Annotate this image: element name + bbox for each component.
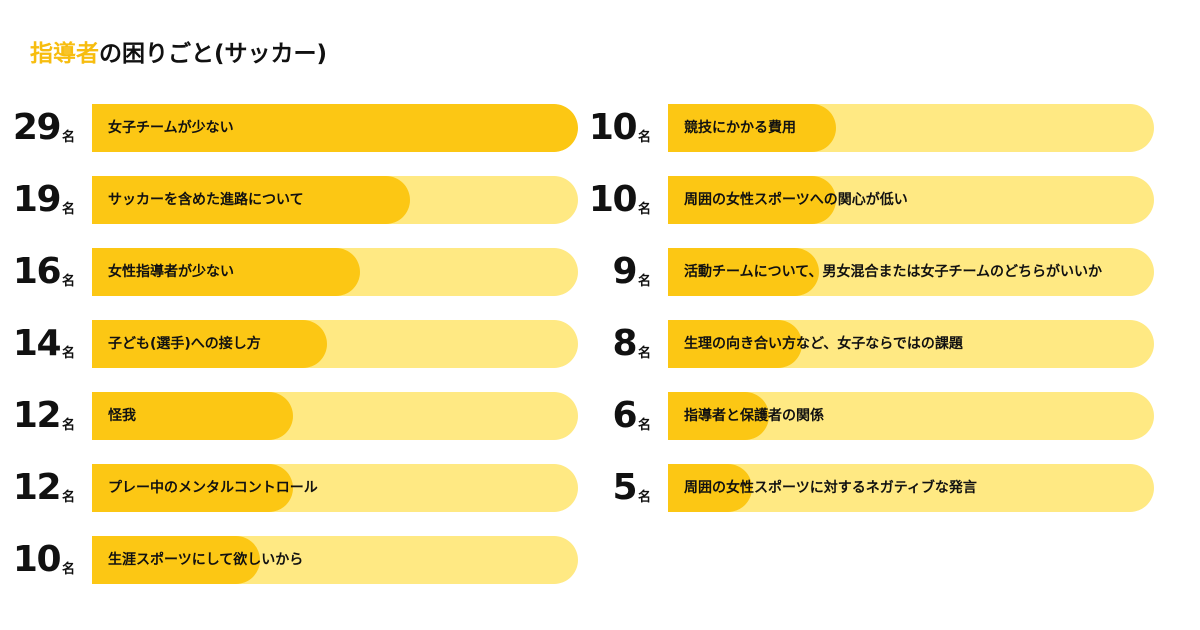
bar-unit: 名: [62, 274, 76, 289]
bar-row: 5 名 周囲の女性スポーツに対するネガティブな発言: [576, 464, 1154, 512]
bar-label: 指導者と保護者の関係: [684, 408, 824, 424]
bar-label: 女子チームが少ない: [108, 120, 234, 136]
bar-value: 8: [612, 323, 637, 364]
bar: [92, 392, 293, 440]
bar-label: 周囲の女性スポーツに対するネガティブな発言: [684, 480, 977, 496]
bar-unit: 名: [62, 490, 76, 505]
bar-label: 生理の向き合い方など、女子ならではの課題: [684, 336, 963, 352]
bar-row: 10 名 周囲の女性スポーツへの関心が低い: [576, 176, 1154, 224]
bar: [92, 536, 260, 584]
bar-label: プレー中のメンタルコントロール: [108, 480, 318, 496]
chart-title-accent: 指導者: [30, 41, 99, 67]
bar-track: 女子チームが少ない: [92, 104, 578, 152]
bar-track: 指導者と保護者の関係: [668, 392, 1154, 440]
bar: [92, 176, 410, 224]
chart-title-rest: の困りごと(サッカー): [99, 41, 328, 67]
bar-track: 競技にかかる費用: [668, 104, 1154, 152]
bar-label: 怪我: [108, 408, 136, 424]
bar-row: 12 名 プレー中のメンタルコントロール: [0, 464, 578, 512]
bar-track: 周囲の女性スポーツへの関心が低い: [668, 176, 1154, 224]
bar-label: 周囲の女性スポーツへの関心が低い: [684, 192, 908, 208]
bar-value: 12: [12, 395, 62, 436]
bar-value: 12: [12, 467, 62, 508]
bar: [668, 392, 769, 440]
chart-title: 指導者の困りごと(サッカー): [30, 34, 327, 68]
bar-track: プレー中のメンタルコントロール: [92, 464, 578, 512]
bar-track: 周囲の女性スポーツに対するネガティブな発言: [668, 464, 1154, 512]
bar-value: 10: [12, 539, 62, 580]
bar-row: 16 名 女性指導者が少ない: [0, 248, 578, 296]
bar-label: 活動チームについて、男女混合または女子チームのどちらがいいか: [684, 264, 1103, 280]
bar-track: 生涯スポーツにして欲しいから: [92, 536, 578, 584]
bar-track: 活動チームについて、男女混合または女子チームのどちらがいいか: [668, 248, 1154, 296]
bar-value: 29: [12, 107, 62, 148]
bar: [92, 320, 327, 368]
bar-track: サッカーを含めた進路について: [92, 176, 578, 224]
bar-row: 10 名 競技にかかる費用: [576, 104, 1154, 152]
bar: [668, 104, 836, 152]
bar-track: 生理の向き合い方など、女子ならではの課題: [668, 320, 1154, 368]
bar-row: 19 名 サッカーを含めた進路について: [0, 176, 578, 224]
bar-track: 怪我: [92, 392, 578, 440]
bar-row: 10 名 生涯スポーツにして欲しいから: [0, 536, 578, 584]
bar-label: 競技にかかる費用: [684, 120, 796, 136]
bar-row: 8 名 生理の向き合い方など、女子ならではの課題: [576, 320, 1154, 368]
bar-label: 生涯スポーツにして欲しいから: [108, 552, 304, 568]
bar: [92, 248, 360, 296]
bar-value: 10: [588, 179, 638, 220]
bar-unit: 名: [638, 274, 652, 289]
bar: [668, 248, 819, 296]
bar-value: 19: [12, 179, 62, 220]
bar-track: 女性指導者が少ない: [92, 248, 578, 296]
bar-label: 子ども(選手)への接し方: [108, 336, 261, 352]
bar-value: 6: [612, 395, 637, 436]
bar-unit: 名: [638, 130, 652, 145]
bar-value: 5: [612, 467, 637, 508]
bar-unit: 名: [62, 346, 76, 361]
bar-row: 29 名 女子チームが少ない: [0, 104, 578, 152]
bar-value: 10: [588, 107, 638, 148]
bar-unit: 名: [62, 418, 76, 433]
bar-row: 6 名 指導者と保護者の関係: [576, 392, 1154, 440]
bar-value: 9: [612, 251, 637, 292]
bar: [668, 464, 752, 512]
bar-unit: 名: [638, 202, 652, 217]
bar-unit: 名: [62, 202, 76, 217]
bar-row: 14 名 子ども(選手)への接し方: [0, 320, 578, 368]
bar: [92, 464, 293, 512]
bar: [92, 104, 578, 152]
bar: [668, 176, 836, 224]
bar-unit: 名: [62, 130, 76, 145]
bar-unit: 名: [638, 346, 652, 361]
bar-value: 14: [12, 323, 62, 364]
bar-unit: 名: [62, 562, 76, 577]
bar-row: 12 名 怪我: [0, 392, 578, 440]
bar-label: サッカーを含めた進路について: [108, 192, 304, 208]
bar-unit: 名: [638, 418, 652, 433]
bar-row: 9 名 活動チームについて、男女混合または女子チームのどちらがいいか: [576, 248, 1154, 296]
bar: [668, 320, 802, 368]
bar-unit: 名: [638, 490, 652, 505]
bar-label: 女性指導者が少ない: [108, 264, 234, 280]
bar-track: 子ども(選手)への接し方: [92, 320, 578, 368]
bar-value: 16: [12, 251, 62, 292]
